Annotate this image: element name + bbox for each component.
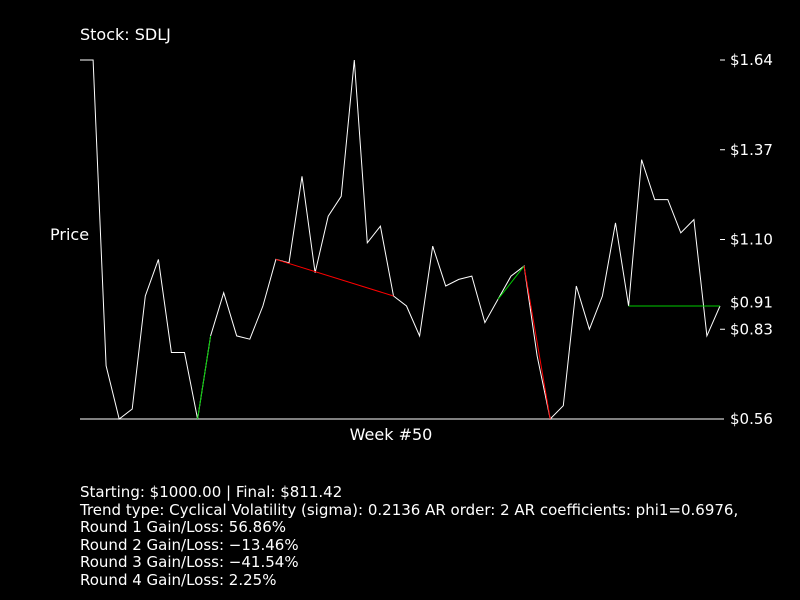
y-tick-label: $1.10 <box>730 231 773 249</box>
round-4-result: Round 4 Gain/Loss: 2.25% <box>80 570 277 589</box>
y-tick-label: $0.83 <box>730 320 773 338</box>
game-info-panel: Starting: $1000.00 | Final: $811.42 Tren… <box>80 483 739 589</box>
y-axis-label: Price <box>50 225 89 244</box>
y-tick-label: $0.56 <box>730 410 773 428</box>
round-2-result: Round 2 Gain/Loss: −13.46% <box>80 535 299 554</box>
x-axis-label: Week #50 <box>350 425 433 444</box>
round-1-result: Round 1 Gain/Loss: 56.86% <box>80 518 287 536</box>
loss-trade-segment <box>275 258 394 297</box>
round-3-result: Round 3 Gain/Loss: −41.54% <box>80 553 299 571</box>
chart-title: Stock: SDLJ <box>80 25 171 44</box>
y-tick-label: $0.91 <box>730 294 773 312</box>
gain-trade-segment <box>497 265 525 300</box>
stock-chart: Stock: SDLJ Price Week #50 $1.64 $1.37 $1.… <box>50 25 773 444</box>
summary-line: Starting: $1000.00 | Final: $811.42 <box>80 483 343 501</box>
y-tick-label: $1.64 <box>730 51 773 69</box>
y-tick-label: $1.37 <box>730 141 773 159</box>
price-series-line <box>80 59 721 421</box>
trend-line: Trend type: Cyclical Volatility (sigma):… <box>80 500 739 519</box>
gain-trade-segment <box>197 335 212 420</box>
loss-trade-segment <box>523 266 551 420</box>
